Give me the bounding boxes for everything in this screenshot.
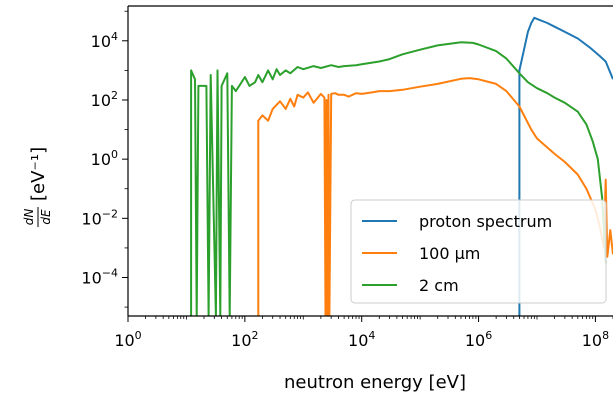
y-tick-label-0: 104: [91, 30, 118, 51]
y-tick-label-3: 10−2: [81, 207, 118, 228]
y-ticks: 104 102 100 10−2 10−4: [81, 10, 128, 308]
x-tick-label-0: 100: [114, 329, 141, 350]
y-axis-unit: [eV⁻¹]: [28, 147, 49, 201]
y-tick-label-1: 102: [91, 89, 118, 110]
legend-box: [350, 199, 607, 304]
series-line-1: [257, 77, 613, 316]
y-axis-fraction-denominator: dE: [39, 209, 53, 225]
y-tick-label-4: 10−4: [81, 267, 118, 288]
y-axis-title: dN dE [eV⁻¹]: [22, 147, 53, 227]
y-axis-fraction-numerator: dN: [22, 209, 36, 226]
x-ticks: 100 102 104 106 108: [114, 316, 613, 350]
series-line-0: [518, 16, 613, 316]
legend-label-2: 2 cm: [419, 276, 459, 295]
y-tick-label-2: 100: [91, 148, 118, 169]
x-tick-label-4: 108: [582, 329, 609, 350]
legend-label-1: 100 µm: [419, 244, 480, 263]
legend-label-0: proton spectrum: [419, 212, 552, 231]
series-layer: [190, 16, 613, 316]
axes-frame: [127, 5, 613, 317]
x-tick-label-1: 102: [231, 329, 258, 350]
x-axis-title: neutron energy [eV]: [284, 372, 466, 393]
x-tick-label-3: 106: [465, 329, 492, 350]
legend: proton spectrum 100 µm 2 cm: [350, 199, 607, 304]
series-line-2: [190, 41, 607, 316]
x-tick-label-2: 104: [348, 329, 375, 350]
